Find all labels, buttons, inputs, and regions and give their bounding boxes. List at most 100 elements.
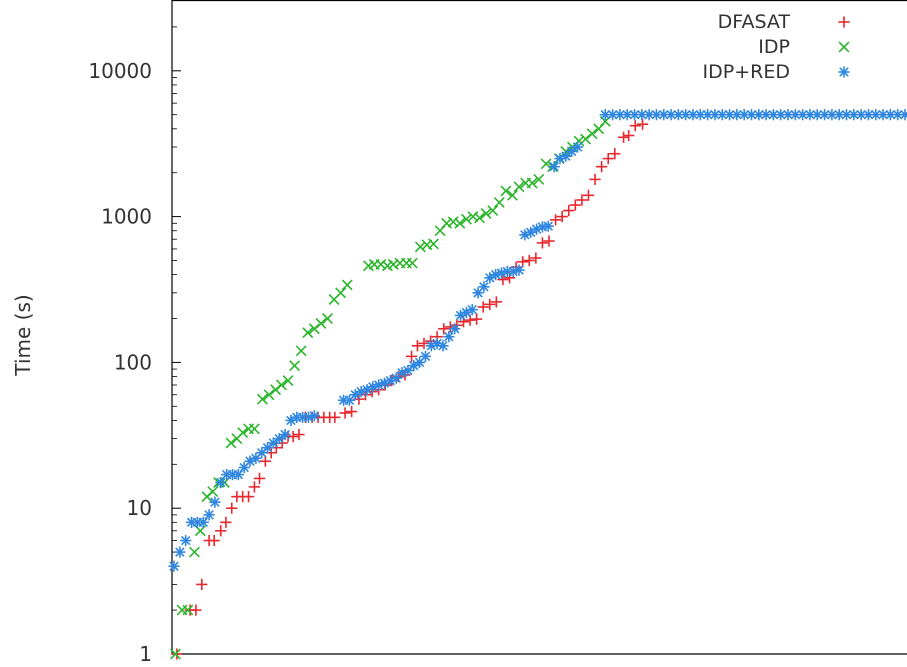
data-point <box>899 109 907 121</box>
data-point <box>474 212 486 224</box>
data-point <box>582 189 595 201</box>
data-point <box>273 433 285 445</box>
data-point <box>419 350 432 362</box>
data-point <box>804 109 816 121</box>
data-point <box>261 442 274 454</box>
data-point <box>460 213 472 225</box>
data-point <box>302 327 314 339</box>
data-point <box>658 109 670 121</box>
data-point <box>471 313 483 325</box>
data-point <box>449 323 461 335</box>
data-point <box>513 264 525 276</box>
data-point <box>573 135 585 147</box>
data-point <box>484 298 496 310</box>
data-point <box>602 152 614 165</box>
data-point <box>629 120 641 132</box>
data-point <box>253 472 266 485</box>
data-point <box>530 252 542 264</box>
data-point <box>335 287 347 299</box>
series-idp-red <box>168 109 907 572</box>
data-point <box>276 379 287 391</box>
data-point <box>428 238 439 250</box>
data-point <box>279 428 291 441</box>
data-point <box>533 173 545 185</box>
data-point <box>322 313 333 324</box>
data-point <box>599 109 611 121</box>
data-point <box>242 491 255 503</box>
data-point <box>171 648 183 660</box>
data-point <box>437 340 449 352</box>
data-point <box>493 197 505 208</box>
data-point <box>454 217 466 229</box>
data-point <box>782 109 794 121</box>
data-point <box>480 208 492 219</box>
data-point <box>282 375 294 387</box>
data-point <box>517 256 529 268</box>
data-point <box>270 384 282 396</box>
axes-layer <box>171 0 907 655</box>
series-dfasat <box>171 118 649 660</box>
y-tick-label: 1000 <box>101 205 152 229</box>
data-point <box>477 301 489 313</box>
data-point <box>556 211 568 223</box>
data-point <box>797 109 809 121</box>
data-point <box>500 185 512 197</box>
data-point <box>497 273 509 286</box>
data-point <box>263 389 275 401</box>
data-point <box>308 323 320 335</box>
data-point <box>609 148 621 160</box>
legend-label: IDP+RED <box>703 61 790 83</box>
data-point <box>220 516 232 528</box>
data-point <box>490 296 502 308</box>
data-point <box>346 405 358 418</box>
data-point <box>170 648 181 660</box>
data-point <box>174 546 186 558</box>
legend-label: DFASAT <box>718 11 791 33</box>
y-tick-label: 10 <box>127 496 152 520</box>
data-point <box>636 109 648 121</box>
y-ticks: 1 10 100 1000 10000 <box>88 26 181 666</box>
legend: DFASAT IDP IDP+RED <box>703 11 850 83</box>
data-point <box>536 237 549 249</box>
data-point <box>341 279 353 291</box>
data-point <box>623 129 635 142</box>
data-point <box>414 241 426 253</box>
data-point <box>548 161 560 173</box>
data-point <box>586 128 598 140</box>
y-tick-label: 100 <box>114 350 152 374</box>
data-point <box>418 337 430 349</box>
data-point <box>636 118 649 130</box>
legend-marker <box>838 41 850 53</box>
data-point <box>196 578 208 591</box>
legend-marker <box>838 66 850 78</box>
data-point <box>487 205 499 217</box>
data-point <box>523 254 535 267</box>
data-point <box>665 109 677 121</box>
data-point <box>293 428 305 441</box>
data-point <box>287 430 299 443</box>
y-tick-label: 1 <box>139 642 152 666</box>
data-point <box>215 525 227 537</box>
legend-label: IDP <box>758 36 790 58</box>
legend-marker <box>838 16 850 28</box>
series-idp <box>170 115 611 660</box>
data-point <box>289 360 301 372</box>
data-point <box>267 437 280 449</box>
data-point <box>507 265 519 278</box>
data-point <box>563 204 575 217</box>
y-tick-label: 10000 <box>88 59 152 83</box>
data-point <box>207 486 219 498</box>
data-point <box>606 109 619 121</box>
data-point <box>438 323 450 335</box>
data-point <box>571 141 584 153</box>
data-point <box>182 604 194 616</box>
data-point <box>225 437 237 449</box>
data-point <box>209 496 221 508</box>
data-point <box>542 220 554 232</box>
data-point <box>168 560 180 572</box>
data-point <box>237 427 249 439</box>
data-point <box>295 345 307 357</box>
data-point <box>560 150 572 162</box>
